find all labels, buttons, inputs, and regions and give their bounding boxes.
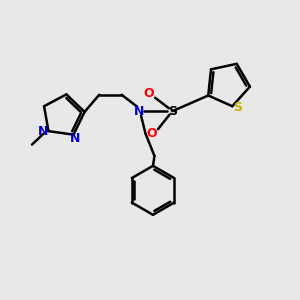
Text: N: N xyxy=(134,105,145,118)
Text: O: O xyxy=(143,87,154,100)
Text: S: S xyxy=(233,101,242,114)
Text: O: O xyxy=(146,127,157,140)
Text: N: N xyxy=(38,124,48,138)
Text: S: S xyxy=(168,105,177,118)
Text: N: N xyxy=(70,132,80,145)
